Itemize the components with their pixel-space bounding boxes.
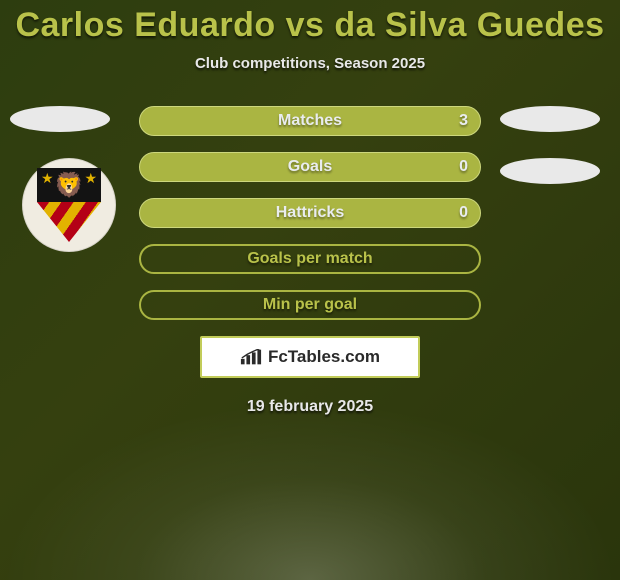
bar-chart-icon	[240, 349, 262, 365]
stat-rows: Matches 3 Goals 0 Hattricks 0 Goals per …	[139, 106, 481, 320]
stat-row-goals: Goals 0	[139, 152, 481, 182]
stat-row-hattricks: Hattricks 0	[139, 198, 481, 228]
stat-right-value: 0	[447, 199, 480, 227]
stat-row-min-per-goal: Min per goal	[139, 290, 481, 320]
stat-label: Min per goal	[263, 296, 357, 314]
player-left-club-logo: 🦁	[22, 158, 116, 252]
stats-zone: 🦁 Matches 3 Goals 0 Hattricks 0	[0, 106, 620, 416]
stat-left-value	[140, 107, 164, 135]
page-title: Carlos Eduardo vs da Silva Guedes	[0, 0, 620, 45]
stat-right-value	[455, 292, 479, 318]
stat-label: Goals	[288, 158, 332, 176]
stat-label: Matches	[278, 112, 342, 130]
brand-box: FcTables.com	[200, 336, 420, 378]
player-left-photo-placeholder	[10, 106, 110, 132]
stat-left-value	[140, 153, 164, 181]
club-shield-icon: 🦁	[37, 168, 101, 242]
brand-text: FcTables.com	[268, 347, 380, 367]
stat-row-matches: Matches 3	[139, 106, 481, 136]
stat-right-value: 3	[447, 107, 480, 135]
stat-left-value	[141, 246, 165, 272]
stat-right-value	[455, 246, 479, 272]
page-subtitle: Club competitions, Season 2025	[0, 55, 620, 72]
stat-right-value: 0	[447, 153, 480, 181]
stat-label: Hattricks	[276, 204, 344, 222]
stat-left-value	[141, 292, 165, 318]
stat-label: Goals per match	[247, 250, 372, 268]
stat-left-value	[140, 199, 164, 227]
player-right-club-placeholder	[500, 158, 600, 184]
footer-date: 19 february 2025	[0, 398, 620, 416]
infographic-canvas: Carlos Eduardo vs da Silva Guedes Club c…	[0, 0, 620, 580]
player-right-photo-placeholder	[500, 106, 600, 132]
stat-row-goals-per-match: Goals per match	[139, 244, 481, 274]
